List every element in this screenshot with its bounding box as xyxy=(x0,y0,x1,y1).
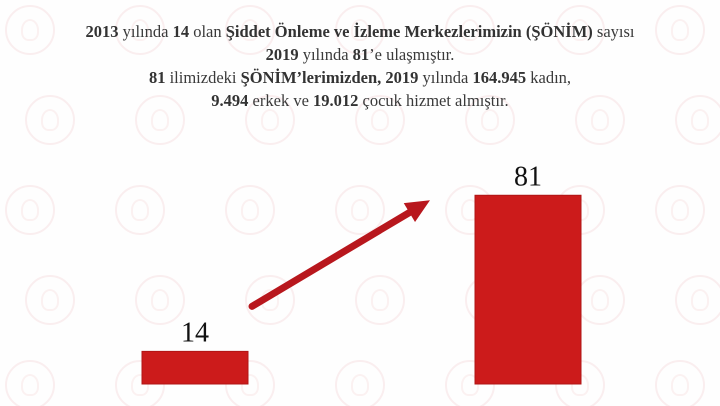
data-label-2013: 14 xyxy=(181,317,209,348)
header-line-2-part-1: 2019 xyxy=(265,45,299,64)
header-line-3-part-4: yılında xyxy=(418,68,473,87)
header-line-2: 2019 yılında 81’e ulaşmıştır. xyxy=(0,43,720,66)
header-line-1-part-6: sayısı xyxy=(592,22,635,41)
header-line-1: 2013 yılında 14 olan Şiddet Önleme ve İz… xyxy=(0,20,720,43)
trend-arrow xyxy=(248,200,430,310)
header-text: 2013 yılında 14 olan Şiddet Önleme ve İz… xyxy=(0,20,720,112)
header-line-1-part-3: 14 xyxy=(172,22,190,41)
data-labels: 14 81 xyxy=(181,161,542,348)
header-line-2-part-4: ’e ulaşmıştır. xyxy=(369,45,455,64)
bar-2019 xyxy=(474,194,582,385)
header-line-4: 9.494 erkek ve 19.012 çocuk hizmet almış… xyxy=(0,89,720,112)
bars xyxy=(141,194,582,385)
trend-arrow-head xyxy=(403,200,430,223)
header-line-3-part-3: ŞÖNİM’lerimizden, 2019 xyxy=(240,68,419,87)
header-line-4-part-1: 9.494 xyxy=(211,91,249,110)
header-line-3-part-1: 81 xyxy=(148,68,166,87)
header-line-3-part-6: kadın, xyxy=(526,68,572,87)
header-line-3-part-2: ilimizdeki xyxy=(165,68,241,87)
header-line-2-part-2: yılında xyxy=(298,45,353,64)
header-line-1-part-1: 2013 xyxy=(85,22,119,41)
bar-2013 xyxy=(141,350,249,385)
header-line-1-part-4: olan xyxy=(189,22,226,41)
header-line-3: 81 ilimizdeki ŞÖNİM’lerimizden, 2019 yıl… xyxy=(0,66,720,89)
header-line-4-part-2: erkek ve xyxy=(248,91,314,110)
header-line-1-part-2: yılında xyxy=(118,22,173,41)
trend-arrow-shaft xyxy=(248,209,413,310)
data-label-2019: 81 xyxy=(514,161,542,192)
header-line-4-part-3: 19.012 xyxy=(313,91,359,110)
header-line-3-part-5: 164.945 xyxy=(472,68,527,87)
header-line-2-part-3: 81 xyxy=(352,45,370,64)
header-line-1-part-5: Şiddet Önleme ve İzleme Merkezlerimizin … xyxy=(225,22,593,41)
header-line-4-part-4: çocuk hizmet almıştır. xyxy=(358,91,509,110)
